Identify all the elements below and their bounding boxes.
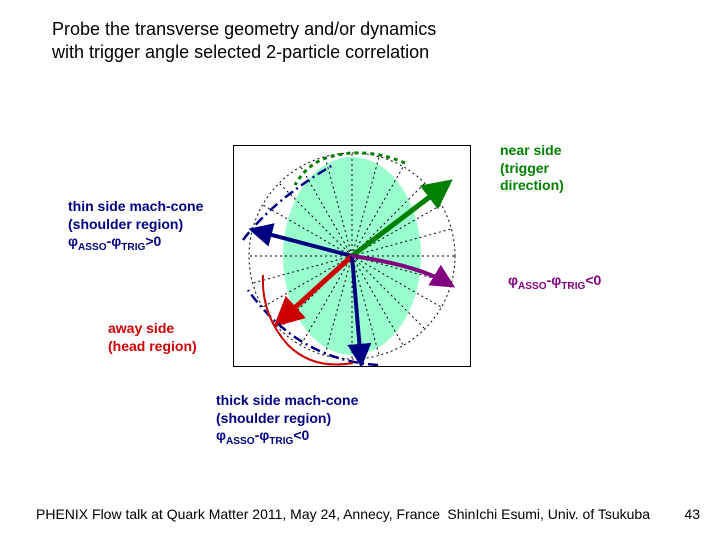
title-line2: with trigger angle selected 2-particle c… <box>52 42 429 62</box>
footer-left: PHENIX Flow talk at Quark Matter 2011, M… <box>36 506 440 522</box>
near-side-l1: near side <box>500 142 561 158</box>
thin-side-phi: φASSO-φTRIG>0 <box>68 233 161 249</box>
away-side-label: away side (head region) <box>108 320 197 355</box>
near-side-l2: (trigger <box>500 160 549 176</box>
geometry-diagram <box>233 145 471 367</box>
thick-side-l1: thick side mach-cone <box>216 392 358 408</box>
away-side-l2: (head region) <box>108 338 197 354</box>
near-side-label: near side (trigger direction) <box>500 142 564 195</box>
assoc-phi: φASSO-φTRIG<0 <box>508 272 601 288</box>
thin-side-l2: (shoulder region) <box>68 216 183 232</box>
thick-side-phi: φASSO-φTRIG<0 <box>216 427 309 443</box>
diagram-svg <box>233 145 471 367</box>
footer-page: 43 <box>684 506 700 522</box>
thick-side-l2: (shoulder region) <box>216 410 331 426</box>
title-line1: Probe the transverse geometry and/or dyn… <box>52 19 436 39</box>
near-side-l3: direction) <box>500 177 564 193</box>
thin-side-l1: thin side mach-cone <box>68 198 203 214</box>
footer-right: ShinIchi Esumi, Univ. of Tsukuba <box>447 506 650 522</box>
thin-side-label: thin side mach-cone (shoulder region) φA… <box>68 198 203 254</box>
away-side-l1: away side <box>108 320 174 336</box>
page-title: Probe the transverse geometry and/or dyn… <box>52 18 436 65</box>
assoc-label: φASSO-φTRIG<0 <box>508 272 601 293</box>
thick-side-label: thick side mach-cone (shoulder region) φ… <box>216 392 358 448</box>
